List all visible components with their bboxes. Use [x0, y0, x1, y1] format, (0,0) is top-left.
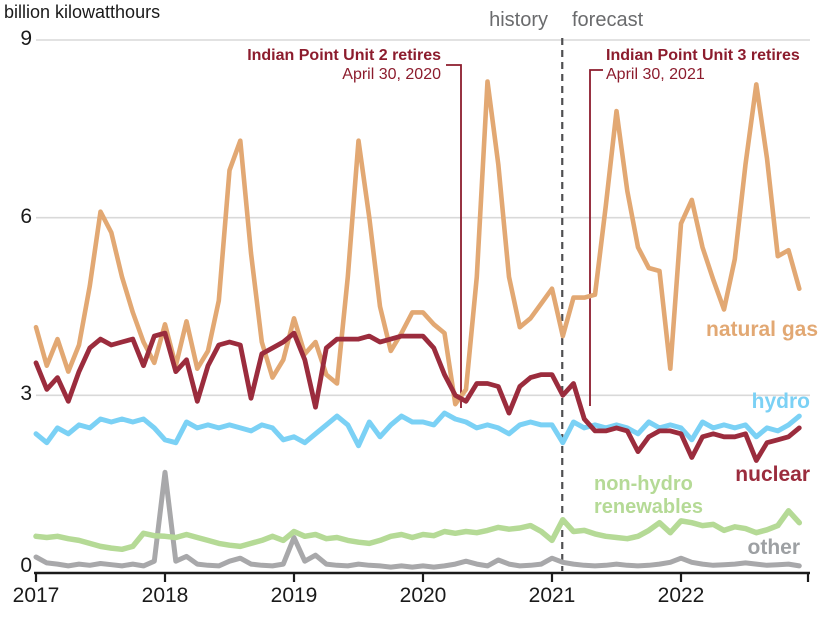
x-tick-label-2020: 2020 [399, 584, 447, 607]
hydro-label: hydro [751, 390, 810, 413]
hydro-line [33, 410, 802, 449]
annotation-unit3-date: April 30, 2021 [606, 66, 705, 83]
annotation-unit3: Indian Point Unit 3 retires April 30, 20… [606, 46, 800, 84]
x-tick-label-2018: 2018 [141, 584, 189, 607]
annotation-unit2: Indian Point Unit 2 retires April 30, 20… [247, 46, 441, 84]
x-tick-label-2022: 2022 [657, 584, 705, 607]
y-tick-label-6: 6 [20, 205, 32, 229]
annotation-unit2-date: April 30, 2020 [342, 66, 441, 83]
x-tick-label-2021: 2021 [528, 584, 576, 607]
annotation-unit2-bracket [446, 64, 462, 408]
non-hydro-renewables-label: non-hydro renewables [594, 473, 703, 519]
y-tick-label-0: 0 [20, 554, 32, 578]
y-tick-label-9: 9 [20, 27, 32, 51]
other-label: other [747, 536, 801, 559]
nuclear-line [33, 330, 802, 463]
annotation-unit2-title: Indian Point Unit 2 retires [247, 47, 441, 64]
chart-title: billion kilowatthours [4, 2, 161, 22]
other-line [33, 469, 802, 570]
natural-gas-label: natural gas [706, 318, 819, 341]
annotation-unit3-title: Indian Point Unit 3 retires [606, 47, 800, 64]
non-hydro-renewables-label-line1: non-hydro [594, 473, 693, 495]
forecast-label: forecast [572, 9, 644, 31]
non-hydro-renewables-label-line2: renewables [594, 496, 703, 518]
non-hydro-renewables-line [33, 508, 803, 553]
history-label: history [489, 9, 548, 31]
x-tick-label-2017: 2017 [12, 584, 60, 607]
nuclear-label: nuclear [735, 463, 810, 486]
x-tick-label-2019: 2019 [270, 584, 318, 607]
natural-gas-line [33, 79, 802, 407]
y-tick-label-3: 3 [20, 382, 32, 406]
